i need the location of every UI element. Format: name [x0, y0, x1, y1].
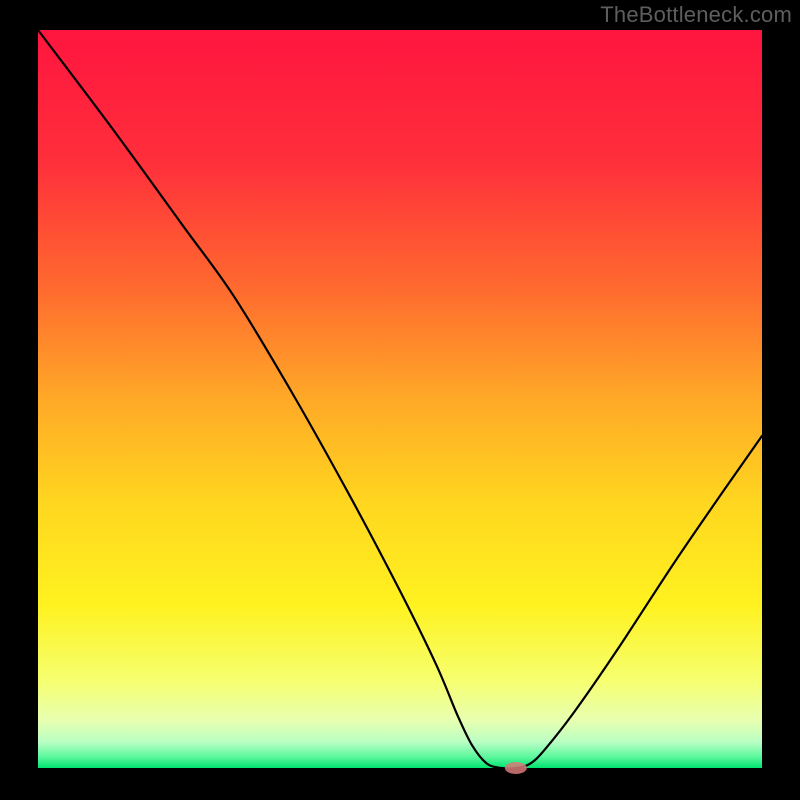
- bottleneck-plot: [0, 0, 800, 800]
- plot-background: [38, 30, 762, 768]
- sweet-spot-marker: [505, 762, 527, 774]
- border-left: [0, 0, 38, 800]
- watermark-text: TheBottleneck.com: [600, 2, 792, 28]
- border-right: [762, 0, 800, 800]
- border-bottom: [0, 768, 800, 800]
- chart-frame: TheBottleneck.com: [0, 0, 800, 800]
